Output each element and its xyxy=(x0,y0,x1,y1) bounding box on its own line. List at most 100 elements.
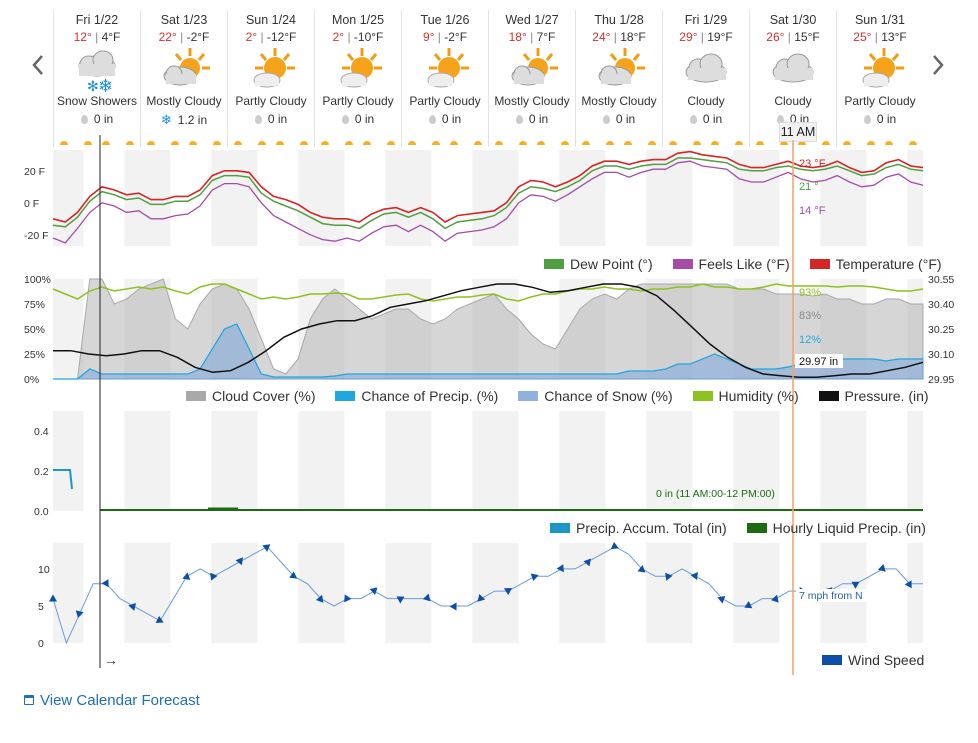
day-high: 9° xyxy=(422,30,435,44)
legend-wind: Wind Speed xyxy=(806,652,924,668)
day-condition: Partly Cloudy xyxy=(409,94,481,108)
mid-right-tick: 29.95 xyxy=(928,374,954,386)
wind-arrow-icon xyxy=(182,572,191,580)
night-band xyxy=(385,150,401,246)
night-band xyxy=(836,150,867,246)
hover-temperature: 23 °F xyxy=(799,158,826,170)
snow-cloud-icon: ✻ ❄ xyxy=(54,46,140,96)
legend-humidity[interactable]: Humidity (%) xyxy=(692,388,799,404)
legend-temperature-item[interactable]: Temperature (°F) xyxy=(809,256,942,272)
night-band xyxy=(820,150,836,246)
day-column[interactable]: Mon 1/25 2° | -10°F Partly Cloudy 0 in xyxy=(314,10,401,147)
wind-y-tick: 5 xyxy=(38,601,44,613)
forecast-charts[interactable]: 20 F0 F-20 F23 °F21 °14 °F100%75%50%25%0… xyxy=(0,0,978,700)
dew-point-line xyxy=(52,157,924,230)
day-low: -10°F xyxy=(353,30,384,44)
night-band xyxy=(298,411,314,511)
next-button[interactable] xyxy=(928,50,948,80)
hover-pressure: 29.97 in xyxy=(799,356,838,368)
svg-text:✻: ✻ xyxy=(87,78,99,94)
night-band xyxy=(401,150,432,246)
wind-arrow-icon xyxy=(690,571,698,580)
night-band xyxy=(140,150,171,246)
night-band xyxy=(314,543,345,643)
scroll-arrow[interactable]: → xyxy=(104,652,118,668)
day-low: -12°F xyxy=(266,30,297,44)
partly-sun-icon xyxy=(228,46,314,94)
day-temps: 9° | -2°F xyxy=(422,30,468,44)
night-band xyxy=(401,411,432,511)
night-band xyxy=(559,411,575,511)
legend-chance-snow[interactable]: Chance of Snow (%) xyxy=(518,388,673,404)
hover-humidity: 93% xyxy=(799,287,821,299)
day-condition: Partly Cloudy xyxy=(322,94,394,108)
prev-button[interactable] xyxy=(28,50,48,80)
day-temps: 25° | 13°F xyxy=(853,30,907,44)
raindrop-icon xyxy=(515,115,523,124)
night-band xyxy=(472,150,488,246)
day-column[interactable]: Thu 1/28 24° | 18°F Mostly Cloudy 0 in xyxy=(575,10,662,147)
wind-arrow-icon xyxy=(583,558,591,567)
day-temps: 24° | 18°F xyxy=(592,30,646,44)
temp-y-tick: -20 F xyxy=(24,230,49,242)
day-high: 26° xyxy=(766,30,785,44)
day-column[interactable]: Tue 1/26 9° | -2°F Partly Cloudy 0 in xyxy=(401,10,488,147)
day-column[interactable]: Sat 1/23 22° | -2°F Mostly Cloudy ❄ 1.2 in xyxy=(140,10,227,147)
wind-arrow-icon xyxy=(771,594,779,603)
wind-arrow-icon xyxy=(904,580,912,589)
legend-feels-like[interactable]: Feels Like (°F) xyxy=(672,256,790,272)
hover-feels-like: 14 °F xyxy=(799,205,826,217)
day-precip: 0 in xyxy=(837,112,923,126)
mid-left-tick: 100% xyxy=(24,274,51,286)
day-column[interactable]: Sat 1/30 26° | 15°F Cloudy 0 in xyxy=(749,10,836,147)
day-precip: 0 in xyxy=(315,112,401,126)
temperature-line xyxy=(52,150,924,223)
day-column[interactable]: Fri 1/22 12° | 4°F ✻ ❄ Snow Showers 0 in xyxy=(53,10,140,147)
day-column[interactable]: Wed 1/27 18° | 7°F Mostly Cloudy 0 in xyxy=(488,10,575,147)
legend-pressure[interactable]: Pressure. (in) xyxy=(818,388,929,404)
raindrop-icon xyxy=(776,115,784,124)
night-band xyxy=(559,150,575,246)
legend-chance-precip[interactable]: Chance of Precip. (%) xyxy=(335,388,498,404)
sun-cloud-icon xyxy=(489,46,575,94)
view-calendar-forecast-link[interactable]: View Calendar Forecast xyxy=(24,692,200,709)
night-band xyxy=(575,543,606,643)
legend-dew-point[interactable]: Dew Point (°) xyxy=(544,256,653,272)
wind-arrow-icon xyxy=(262,544,271,552)
hover-wind-bg xyxy=(796,589,868,602)
day-precip: 0 in xyxy=(489,112,575,126)
day-precip: 0 in xyxy=(576,112,662,126)
day-column[interactable]: Fri 1/29 29° | 19°F Cloudy 0 in xyxy=(662,10,749,147)
legend-wind-speed[interactable]: Wind Speed xyxy=(822,652,924,668)
wind-y-tick: 0 xyxy=(38,638,44,650)
night-band xyxy=(749,150,780,246)
legend-precip-accum[interactable]: Precip. Accum. Total (in) xyxy=(550,520,727,536)
night-band xyxy=(385,543,401,643)
wind-arrow-icon xyxy=(556,564,564,573)
raindrop-icon xyxy=(602,115,610,124)
hover-precip-accum: 0 in (11 AM:00-12 PM:00) xyxy=(656,488,775,500)
partly-sun-icon xyxy=(402,46,488,94)
mid-left-tick: 25% xyxy=(24,349,45,361)
legend-cloud-cover[interactable]: Cloud Cover (%) xyxy=(186,388,315,404)
hover-chance-precip: 12% xyxy=(799,334,821,346)
wind-arrow-icon xyxy=(128,602,136,611)
night-band xyxy=(575,411,606,511)
night-band xyxy=(314,150,345,246)
day-column[interactable]: Sun 1/31 25° | 13°F Partly Cloudy 0 in xyxy=(836,10,923,147)
wind-arrow-icon xyxy=(155,615,164,624)
day-condition: Cloudy xyxy=(687,94,725,108)
mid-right-tick: 30.25 xyxy=(928,324,954,336)
night-band xyxy=(53,150,84,246)
wind-arrow-icon xyxy=(665,572,673,581)
legend-hourly-liquid[interactable]: Hourly Liquid Precip. (in) xyxy=(746,520,926,536)
raindrop-icon xyxy=(341,115,349,124)
night-band xyxy=(472,411,488,511)
chevron-left-icon xyxy=(32,55,43,75)
cloud-cover-area xyxy=(53,278,924,380)
day-precip: 0 in xyxy=(228,112,314,126)
day-column[interactable]: Sun 1/24 2° | -12°F Partly Cloudy 0 in xyxy=(227,10,314,147)
wind-arrow-icon xyxy=(101,579,109,588)
raindrop-icon xyxy=(80,115,88,124)
night-band xyxy=(53,411,84,511)
